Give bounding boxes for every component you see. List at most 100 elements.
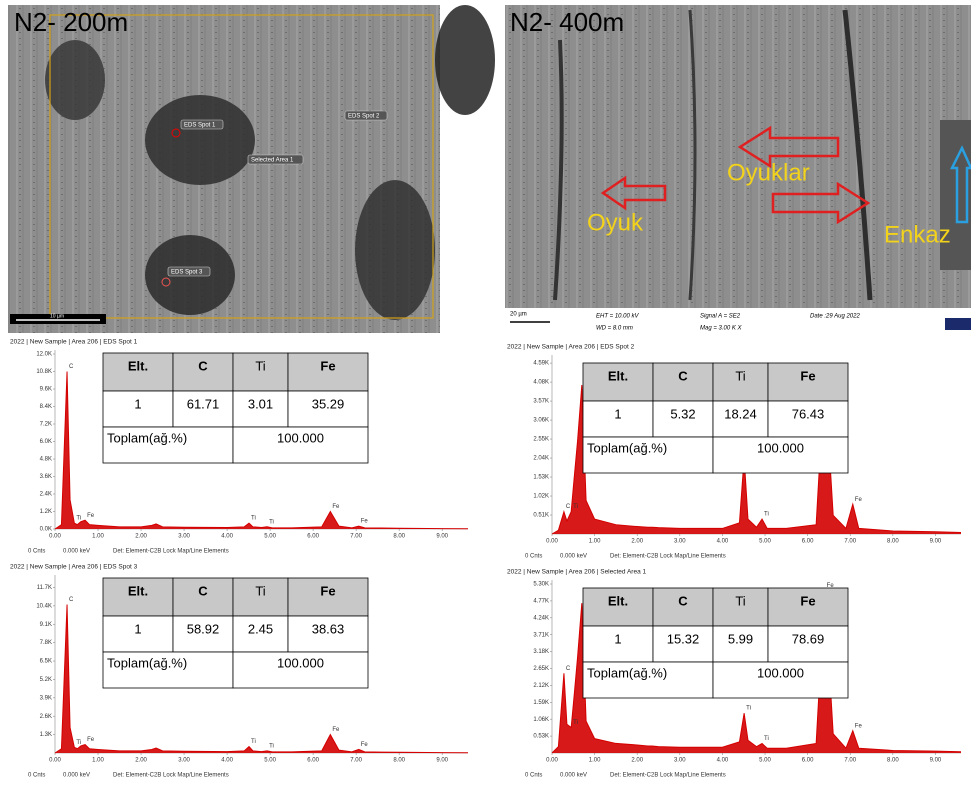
y-tick-label: 0.51K <box>533 513 549 519</box>
peak-label: Fe <box>361 742 369 748</box>
y-tick-label: 2.4K <box>40 492 52 498</box>
spectrum-line <box>551 590 962 754</box>
table-header: Ti <box>255 583 265 598</box>
x-tick-label: 9.00 <box>436 758 448 764</box>
annotation: Enkaz <box>884 221 951 248</box>
table-cell <box>652 400 714 438</box>
table-header: C <box>198 583 208 598</box>
spectrum-footer: Det: Element-C2B Lock Map/Line Elements <box>610 554 726 560</box>
spot-label: EDS Spot 2 <box>348 114 380 120</box>
y-tick-label: 3.6K <box>40 474 52 480</box>
peak-label: Ti <box>269 519 274 525</box>
peak-label: C <box>69 364 74 370</box>
table-header-cell <box>652 362 714 402</box>
sem-image-left: N2- 200m EDS Spot 1 EDS Spot 2 Selected … <box>8 5 495 333</box>
x-tick-label: 8.00 <box>393 758 405 764</box>
groove <box>553 39 564 301</box>
peak-label: Ti <box>764 736 769 742</box>
table-header: C <box>678 593 688 608</box>
table-cell <box>232 426 369 464</box>
x-tick-label: 7.00 <box>844 758 856 764</box>
table-cell <box>102 651 234 689</box>
eds-spectrum: 2022 | New Sample | Area 206 | EDS Spot … <box>507 344 962 560</box>
table-value: 5.32 <box>670 406 695 421</box>
table-cell <box>102 426 234 464</box>
y-tick-label: 6.0K <box>40 439 52 445</box>
table-value: 76.43 <box>792 406 825 421</box>
x-tick-label: 1.00 <box>92 758 104 764</box>
x-tick-label: 1.00 <box>92 534 104 540</box>
y-tick-label: 8.4K <box>40 404 52 410</box>
spectrum-header: 2022 | New Sample | Area 206 | Selected … <box>507 569 647 576</box>
x-tick-label: 5.00 <box>759 758 771 764</box>
x-tick-label: 9.00 <box>930 539 942 545</box>
x-tick-label: 4.00 <box>221 534 233 540</box>
y-tick-label: 9.1K <box>40 622 52 628</box>
y-tick-label: 0.53K <box>533 734 549 740</box>
dark-region <box>355 180 435 320</box>
arrow <box>771 181 871 225</box>
table-header-cell <box>172 577 234 617</box>
table-cell <box>652 625 714 663</box>
peak-label: Fe <box>87 737 95 743</box>
table-total-label: Toplam(ağ.%) <box>107 430 187 445</box>
table-header: Ti <box>255 358 265 373</box>
table-cell <box>712 436 849 474</box>
peak-label: C <box>69 597 74 603</box>
table-cell <box>582 436 714 474</box>
x-tick-label: 3.00 <box>674 539 686 545</box>
peak-label: Fe <box>332 727 340 733</box>
x-tick-label: 7.00 <box>844 539 856 545</box>
y-tick-label: 4.08K <box>533 380 549 386</box>
y-tick-label: 7.2K <box>40 422 52 428</box>
sem-texture <box>505 5 971 308</box>
spectrum-footer: 0 Cnts <box>525 554 542 560</box>
arrow <box>737 125 840 169</box>
y-tick-label: 3.57K <box>533 399 549 405</box>
spectrum-footer: 0 Cnts <box>28 773 45 779</box>
eds-spectrum: 2022 | New Sample | Area 206 | Selected … <box>507 569 962 779</box>
x-tick-label: 6.00 <box>307 534 319 540</box>
metadata-strip <box>505 308 971 340</box>
metadata: Date :29 Aug 2022 <box>810 314 860 320</box>
spectrum-line <box>54 604 469 754</box>
spectrum-footer: Det: Element-C2B Lock Map/Line Elements <box>113 549 229 555</box>
peak-label: C <box>566 666 571 672</box>
metadata: Signal A = SE2 <box>700 314 741 320</box>
y-tick-label: 1.3K <box>40 732 52 738</box>
x-tick-label: 5.00 <box>264 758 276 764</box>
annotation: Oyuklar <box>727 159 810 186</box>
spectrum-line <box>551 373 962 535</box>
peak-label: Ti <box>764 512 769 518</box>
y-tick-label: 3.18K <box>533 649 549 655</box>
table-value: 15.32 <box>667 631 700 646</box>
peak-label: Fe <box>361 519 369 525</box>
x-tick-label: 5.00 <box>264 534 276 540</box>
peak-label: Ti <box>76 516 81 522</box>
x-tick-label: 7.00 <box>350 758 362 764</box>
metadata: Mag = 3.00 K X <box>700 326 743 332</box>
x-tick-label: 0.00 <box>546 758 558 764</box>
image-title: N2- 400m <box>510 7 624 37</box>
table-cell <box>287 615 369 653</box>
spectrum-footer: 0 Cnts <box>28 549 45 555</box>
x-tick-label: 3.00 <box>178 758 190 764</box>
scale-box <box>10 314 106 324</box>
y-tick-label: 10.8K <box>36 369 52 375</box>
table-header: Fe <box>320 358 335 373</box>
x-tick-label: 8.00 <box>887 758 899 764</box>
table-value: 38.63 <box>312 621 345 636</box>
spectrum-footer: Det: Element-C2B Lock Map/Line Elements <box>113 773 229 779</box>
spot-marker <box>171 128 181 138</box>
table-header-cell <box>767 362 849 402</box>
x-tick-label: 8.00 <box>393 534 405 540</box>
y-tick-label: 1.53K <box>533 475 549 481</box>
table-total-label: Toplam(ağ.%) <box>587 665 667 680</box>
table-cell <box>582 400 654 438</box>
x-tick-label: 6.00 <box>802 539 814 545</box>
y-tick-label: 2.04K <box>533 456 549 462</box>
peak-label: Ti <box>251 516 256 522</box>
x-tick-label: 9.00 <box>436 534 448 540</box>
spectrum-footer: 0 Cnts <box>525 773 542 779</box>
y-tick-label: 1.2K <box>40 509 52 515</box>
